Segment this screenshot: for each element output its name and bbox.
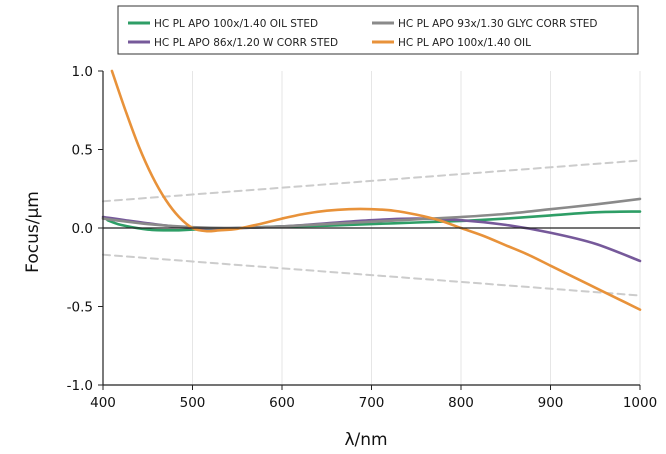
x-tick-label: 400 <box>90 395 116 411</box>
legend-item: HC PL APO 100x/1.40 OIL STED <box>128 18 318 30</box>
y-tick-label: 0.5 <box>72 143 93 159</box>
legend-item: HC PL APO 86x/1.20 W CORR STED <box>128 37 338 49</box>
legend-item: HC PL APO 93x/1.30 GLYC CORR STED <box>372 18 597 30</box>
y-tick-label: -1.0 <box>67 378 93 394</box>
legend-label: HC PL APO 100x/1.40 OIL STED <box>154 18 318 30</box>
tick-labels: -1.0 -0.5 0.0 0.5 1.0 400 500 600 700 800 900 1000 <box>67 64 658 411</box>
x-tick-label: 1000 <box>623 395 657 411</box>
x-tick-label: 700 <box>359 395 385 411</box>
y-tick-label: -0.5 <box>67 300 93 316</box>
x-axis-title: λ/nm <box>344 430 387 450</box>
series-line <box>106 210 642 232</box>
x-tick-label: 500 <box>180 395 206 411</box>
x-tick-label: 800 <box>448 395 474 411</box>
x-tick-label: 900 <box>538 395 564 411</box>
envelope-lines <box>102 159 641 297</box>
y-tick-label: 1.0 <box>72 64 93 80</box>
envelope-line <box>102 159 641 203</box>
y-axis-title: Focus/µm <box>23 191 43 273</box>
legend-item: HC PL APO 100x/1.40 OIL <box>372 37 531 49</box>
x-tick-label: 600 <box>269 395 295 411</box>
y-tick-label: 0.0 <box>72 221 93 237</box>
legend-label: HC PL APO 86x/1.20 W CORR STED <box>154 37 338 49</box>
envelope-line <box>102 253 641 297</box>
series-line <box>110 69 642 311</box>
legend-label: HC PL APO 93x/1.30 GLYC CORR STED <box>398 18 597 30</box>
legend-box <box>117 5 639 55</box>
legend-label: HC PL APO 100x/1.40 OIL <box>398 37 531 49</box>
legend: HC PL APO 100x/1.40 OIL STED HC PL APO 9… <box>117 5 639 55</box>
